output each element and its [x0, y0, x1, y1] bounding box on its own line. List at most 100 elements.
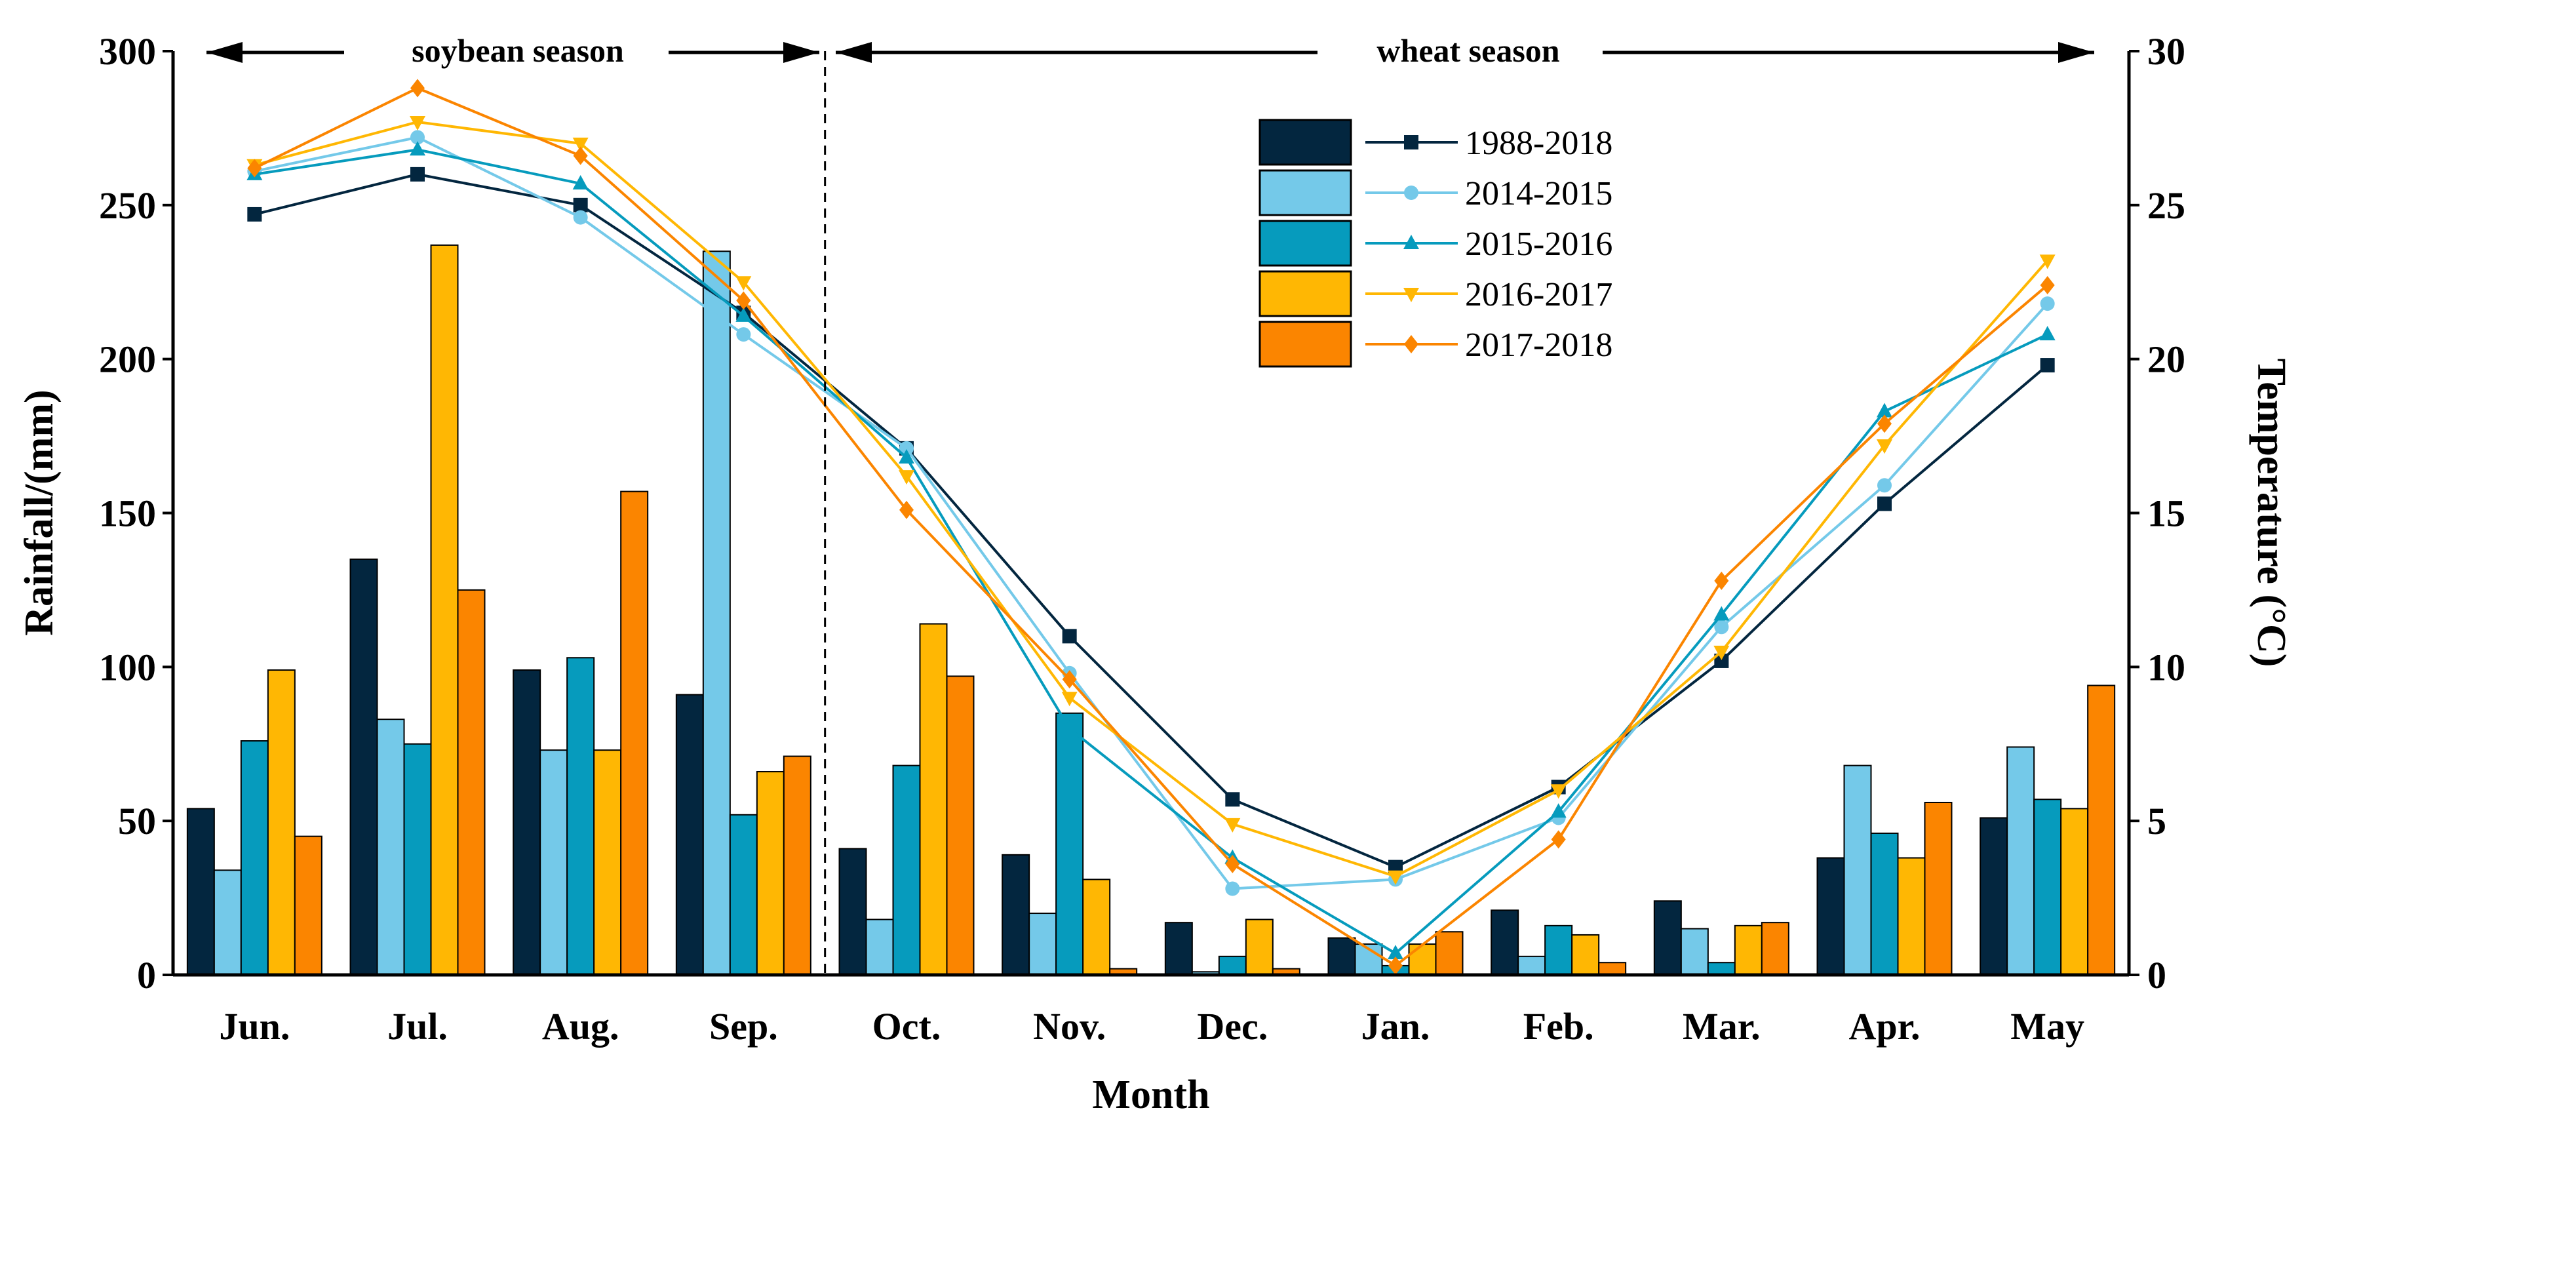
bars-layer	[186, 244, 2116, 976]
point-2016-2017-Oct.	[899, 470, 914, 485]
point-2014-2015-Mar.	[1714, 620, 1729, 635]
x-tick-label: Nov.	[1033, 1005, 1106, 1048]
point-1988-2018-Aug.	[573, 197, 588, 212]
bar-2016-2017-Oct.	[919, 623, 948, 976]
y2-tick-label: 0	[2147, 954, 2166, 997]
point-1988-2018-May	[2040, 358, 2055, 373]
wheat-arrow-right-head	[2058, 42, 2094, 63]
bar-2014-2015-Apr.	[1843, 764, 1872, 976]
y-axis-title: Rainfall/(mm)	[17, 389, 62, 635]
bar-2015-2016-May	[2033, 799, 2062, 976]
point-2015-2016-Oct.	[899, 448, 914, 464]
legend-marker-2015-2016	[1403, 235, 1419, 249]
legend-swatch-2016-2017	[1259, 270, 1352, 317]
bar-2014-2015-Oct.	[865, 919, 894, 976]
point-2016-2017-Dec.	[1224, 818, 1241, 833]
point-2016-2017-Apr.	[1877, 439, 1892, 454]
bar-2017-2018-Jun.	[294, 835, 322, 976]
y2-tick-label: 20	[2147, 338, 2185, 381]
bar-2014-2015-Feb.	[1517, 955, 1546, 976]
bar-2016-2017-Apr.	[1897, 857, 1926, 976]
x-tick-label: Jan.	[1361, 1005, 1430, 1048]
point-2015-2016-Jan.	[1388, 945, 1403, 960]
legend-marker-2014-2015	[1404, 186, 1418, 200]
x-tick-label: Jul.	[387, 1005, 448, 1048]
point-2015-2016-Jul.	[410, 141, 425, 156]
point-1988-2018-Jul.	[410, 167, 425, 182]
point-2016-2017-Jan.	[1388, 870, 1403, 885]
bar-2016-2017-Sep.	[756, 771, 785, 976]
bar-2016-2017-Dec.	[1245, 919, 1274, 976]
bar-2017-2018-Apr.	[1924, 801, 1953, 976]
bar-2017-2018-Aug.	[620, 490, 649, 976]
x-tick-label: Oct.	[872, 1005, 941, 1048]
point-2017-2018-Jan.	[1388, 956, 1403, 975]
legend-marker-1988-2018	[1404, 135, 1418, 149]
bar-2015-2016-Jun.	[240, 740, 269, 976]
point-2014-2015-Apr.	[1877, 478, 1892, 493]
y2-axis-title: Temperature (°C)	[2249, 359, 2293, 667]
legend: 1988-2018 2014-2015 2015-2016 2016-2017 2017…	[1259, 119, 1612, 368]
x-axis-title: Month	[1092, 1073, 1209, 1117]
wheat-arrow-left-head	[836, 42, 872, 63]
legend-label: 2017-2018	[1465, 326, 1612, 364]
point-2017-2018-Aug.	[573, 146, 588, 165]
season-annotations: soybean season wheat season	[412, 32, 1560, 69]
y-tick-label: 100	[99, 646, 156, 688]
bar-2015-2016-Oct.	[892, 764, 921, 976]
wheat-season-label: wheat season	[1376, 32, 1559, 69]
bar-2016-2017-Feb.	[1571, 934, 1600, 976]
bar-2017-2018-Oct.	[946, 675, 975, 976]
point-1988-2018-Dec.	[1225, 792, 1240, 807]
point-2014-2015-May	[2040, 296, 2055, 311]
soybean-arrow-left-head	[206, 42, 243, 63]
bar-2015-2016-Apr.	[1870, 832, 1899, 976]
bar-2017-2018-Sep.	[783, 755, 811, 976]
legend-label: 2014-2015	[1465, 175, 1612, 212]
point-2017-2018-Jul.	[410, 79, 425, 98]
bar-2016-2017-Nov.	[1082, 879, 1111, 976]
point-2017-2018-Feb.	[1551, 830, 1566, 849]
bar-2017-2018-Feb.	[1598, 962, 1627, 976]
bar-2014-2015-Jun.	[213, 869, 242, 976]
lines-layer	[246, 79, 2056, 975]
legend-label: 1988-2018	[1465, 125, 1612, 162]
bar-2014-2015-Jan.	[1354, 943, 1383, 976]
bar-2017-2018-Jul.	[457, 589, 486, 976]
point-2016-2017-Sep.	[735, 276, 752, 291]
x-tick-label: Dec.	[1197, 1005, 1268, 1048]
point-2017-2018-Sep.	[736, 291, 751, 310]
y-tick-label: 0	[137, 954, 156, 997]
bar-2016-2017-Jun.	[267, 669, 296, 976]
bar-1988-2018-Dec.	[1164, 922, 1193, 976]
point-2017-2018-Apr.	[1877, 414, 1892, 433]
legend-marker-2016-2017	[1403, 288, 1419, 302]
point-2017-2018-Nov.	[1062, 670, 1077, 689]
point-2017-2018-Mar.	[1714, 571, 1729, 590]
x-tick-label: May	[2010, 1005, 2084, 1048]
point-2015-2016-Mar.	[1713, 606, 1730, 621]
line-2017-2018	[254, 87, 2048, 968]
bar-2014-2015-Mar.	[1680, 928, 1709, 976]
point-2017-2018-Dec.	[1225, 854, 1240, 873]
legend-label: 2016-2017	[1465, 276, 1612, 313]
x-tick-label: Apr.	[1848, 1005, 1920, 1048]
y2-tick-label: 10	[2147, 646, 2185, 688]
line-2015-2016	[254, 148, 2048, 955]
point-2014-2015-Aug.	[573, 210, 588, 225]
point-2015-2016-Aug.	[572, 174, 589, 189]
bar-2017-2018-Jan.	[1435, 931, 1464, 976]
point-1988-2018-Apr.	[1877, 496, 1892, 511]
y-tick-label: 250	[99, 184, 156, 227]
bar-1988-2018-Aug.	[513, 669, 541, 976]
point-2014-2015-Sep.	[736, 327, 751, 342]
point-1988-2018-Mar.	[1714, 653, 1729, 668]
y2-tick-label: 30	[2147, 30, 2185, 73]
bar-2014-2015-May	[2006, 746, 2035, 976]
legend-label: 2015-2016	[1465, 226, 1612, 263]
bar-2014-2015-Nov.	[1028, 913, 1057, 976]
point-2016-2017-Aug.	[572, 137, 589, 152]
bar-2017-2018-Mar.	[1761, 922, 1789, 976]
bar-1988-2018-Oct.	[838, 848, 867, 976]
bar-2015-2016-Jul.	[403, 743, 432, 976]
